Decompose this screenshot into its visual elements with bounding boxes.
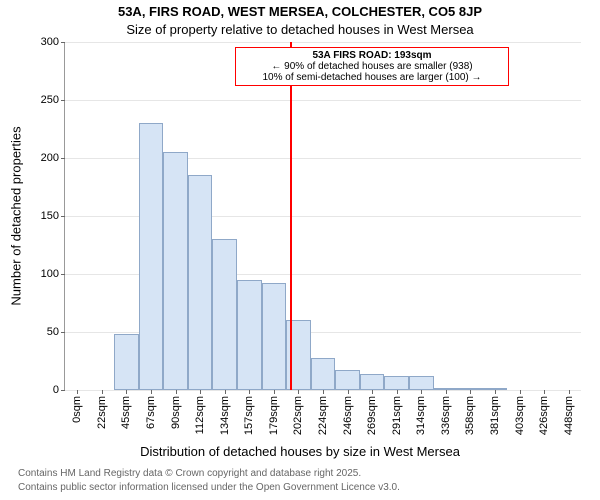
ytick-mark [61,158,65,159]
chart-title-sub: Size of property relative to detached ho… [0,22,600,37]
annotation-box: 53A FIRS ROAD: 193sqm ← 90% of detached … [235,47,509,86]
x-axis-label: Distribution of detached houses by size … [0,444,600,459]
xtick-label: 336sqm [440,396,452,435]
xtick-label: 291sqm [391,396,403,435]
ytick-mark [61,390,65,391]
xtick-mark [323,390,324,394]
xtick-mark [249,390,250,394]
xtick-mark [372,390,373,394]
xtick-mark [225,390,226,394]
ytick-label: 100 [41,268,59,280]
xtick-label: 22sqm [96,396,108,429]
histogram-bar [237,280,262,390]
xtick-mark [126,390,127,394]
ytick-mark [61,42,65,43]
annotation-line-1: ← 90% of detached houses are smaller (93… [242,61,502,72]
histogram-bar [139,123,164,390]
xtick-mark [520,390,521,394]
xtick-label: 269sqm [366,396,378,435]
histogram-bar [311,358,336,390]
histogram-bar [483,388,508,390]
xtick-mark [274,390,275,394]
ytick-mark [61,100,65,101]
histogram-bar [262,283,287,390]
xtick-mark [446,390,447,394]
xtick-mark [200,390,201,394]
xtick-label: 134sqm [219,396,231,435]
annotation-line-2: 10% of semi-detached houses are larger (… [242,72,502,83]
histogram-bar [409,376,434,390]
ytick-mark [61,216,65,217]
xtick-label: 448sqm [563,396,575,435]
xtick-label: 112sqm [194,396,206,434]
ytick-mark [61,274,65,275]
xtick-label: 381sqm [489,396,501,435]
histogram-bar [163,152,188,390]
xtick-label: 426sqm [538,396,550,435]
ytick-label: 50 [47,326,59,338]
ytick-label: 150 [41,210,59,222]
xtick-label: 179sqm [268,396,280,435]
histogram-bar [335,370,360,390]
xtick-label: 67sqm [145,396,157,429]
reference-line [290,42,292,390]
histogram-bar [458,388,483,390]
xtick-mark [176,390,177,394]
xtick-label: 157sqm [243,396,255,435]
gridline [65,42,581,43]
property-size-histogram: 53A, FIRS ROAD, WEST MERSEA, COLCHESTER,… [0,0,600,500]
xtick-mark [397,390,398,394]
footer-credit-2: Contains public sector information licen… [18,482,400,493]
xtick-mark [102,390,103,394]
xtick-mark [77,390,78,394]
gridline [65,100,581,101]
ytick-label: 0 [53,384,59,396]
footer-credit-1: Contains HM Land Registry data © Crown c… [18,468,361,479]
xtick-mark [470,390,471,394]
ytick-label: 200 [41,152,59,164]
histogram-bar [384,376,409,390]
ytick-label: 300 [41,36,59,48]
xtick-mark [348,390,349,394]
xtick-label: 246sqm [342,396,354,435]
ytick-mark [61,332,65,333]
xtick-mark [421,390,422,394]
histogram-bar [434,388,459,390]
histogram-bar [188,175,213,390]
histogram-bar [360,374,385,390]
xtick-label: 314sqm [415,396,427,435]
xtick-label: 358sqm [464,396,476,435]
xtick-label: 0sqm [71,396,83,423]
xtick-label: 224sqm [317,396,329,435]
xtick-label: 90sqm [170,396,182,429]
histogram-bar [114,334,139,390]
xtick-mark [151,390,152,394]
xtick-mark [495,390,496,394]
plot-area: 53A FIRS ROAD: 193sqm ← 90% of detached … [64,42,581,391]
xtick-label: 403sqm [514,396,526,435]
xtick-label: 45sqm [120,396,132,429]
xtick-mark [569,390,570,394]
xtick-label: 202sqm [292,396,304,435]
xtick-mark [544,390,545,394]
ytick-label: 250 [41,94,59,106]
y-axis-label: Number of detached properties [9,126,24,305]
histogram-bar [212,239,237,390]
xtick-mark [298,390,299,394]
annotation-title: 53A FIRS ROAD: 193sqm [242,50,502,61]
chart-title-main: 53A, FIRS ROAD, WEST MERSEA, COLCHESTER,… [0,4,600,19]
